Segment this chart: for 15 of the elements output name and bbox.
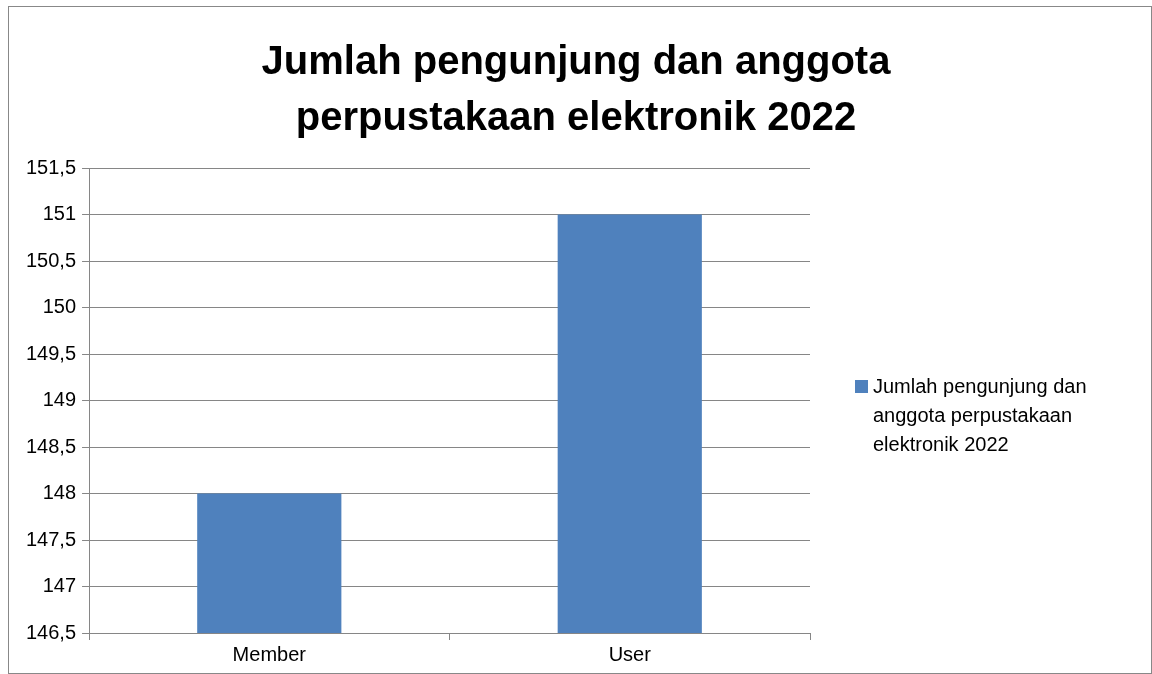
legend-label: Jumlah pengunjung dan anggota perpustakaan elektronik 2022 [872,374,1088,457]
y-tick-label: 147 [42,574,77,597]
chart-title: Jumlah pengunjung dan anggota perpustakaan elektronik 2022 [260,37,892,140]
y-tick-label: 150 [42,295,77,318]
y-tick-label: 149 [42,388,77,411]
y-tick-label: 148,5 [25,434,77,457]
y-tick-label: 151 [42,202,77,225]
y-tick-label: 150,5 [25,248,77,271]
y-tick-label: 149,5 [25,341,77,364]
y-tick-label: 148 [42,481,77,504]
y-tick-label: 146,5 [25,620,77,643]
y-tick-label: 151,5 [25,155,77,178]
x-tick-label: User [608,642,652,665]
x-tick-label: Member [232,642,307,665]
y-tick-label: 147,5 [25,527,77,550]
